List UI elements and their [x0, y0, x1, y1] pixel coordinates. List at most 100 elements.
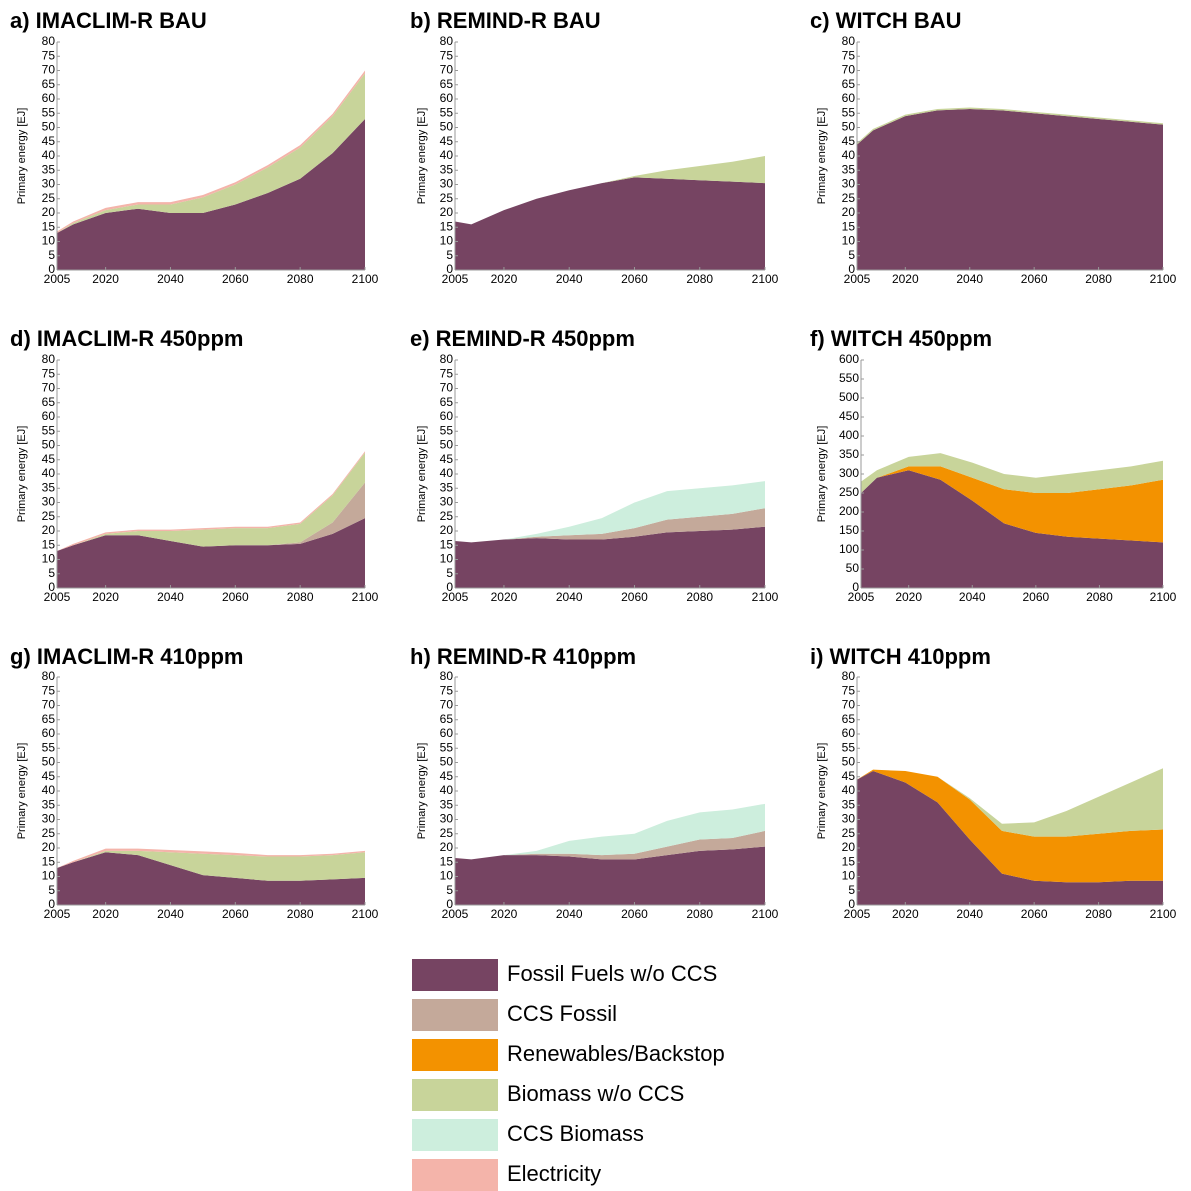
- y-tick-label: 40: [42, 783, 56, 797]
- x-tick-label: 2005: [442, 590, 469, 604]
- y-tick-label: 30: [440, 177, 454, 191]
- y-tick-label: 50: [846, 561, 860, 575]
- x-tick-label: 2020: [92, 590, 119, 604]
- y-tick-label: 35: [440, 162, 454, 176]
- y-tick-label: 45: [42, 134, 56, 148]
- area: [455, 846, 765, 905]
- area: [57, 852, 365, 905]
- panel-title: f) WITCH 450ppm: [810, 326, 992, 351]
- y-tick-label: 80: [842, 34, 856, 48]
- y-tick-label: 25: [842, 191, 856, 205]
- x-tick-label: 2100: [752, 590, 779, 604]
- y-tick-label: 600: [839, 352, 859, 366]
- x-tick-label: 2080: [287, 590, 314, 604]
- area: [861, 453, 1163, 493]
- y-axis-label: Primary energy [EJ]: [416, 426, 428, 523]
- area: [857, 108, 1163, 270]
- y-tick-label: 5: [48, 883, 55, 897]
- y-tick-label: 35: [842, 162, 856, 176]
- x-tick-label: 2100: [752, 272, 779, 286]
- y-tick-label: 80: [42, 669, 56, 683]
- y-tick-label: 70: [42, 63, 56, 77]
- y-tick-label: 350: [839, 447, 859, 461]
- y-tick-label: 20: [42, 523, 56, 537]
- y-axis-label: Primary energy [EJ]: [16, 426, 28, 523]
- area: [57, 452, 365, 551]
- y-tick-label: 35: [42, 797, 56, 811]
- y-tick-label: 70: [440, 63, 454, 77]
- x-tick-label: 2080: [686, 272, 713, 286]
- y-tick-label: 25: [42, 826, 56, 840]
- y-tick-label: 75: [42, 366, 56, 380]
- y-tick-label: 400: [839, 428, 859, 442]
- panel-title: d) IMACLIM-R 450ppm: [10, 326, 243, 351]
- x-tick-label: 2060: [621, 907, 648, 921]
- legend-label: CCS Fossil: [507, 1001, 617, 1026]
- panel-title: c) WITCH BAU: [810, 8, 962, 33]
- y-tick-label: 65: [842, 712, 856, 726]
- y-tick-label: 550: [839, 371, 859, 385]
- y-tick-label: 45: [42, 452, 56, 466]
- x-tick-label: 2100: [1150, 907, 1177, 921]
- x-tick-label: 2040: [556, 590, 583, 604]
- y-tick-label: 75: [842, 683, 856, 697]
- y-tick-label: 50: [42, 438, 56, 452]
- area: [455, 156, 765, 225]
- y-tick-label: 60: [42, 91, 56, 105]
- y-tick-label: 45: [440, 452, 454, 466]
- y-axis-label: Primary energy [EJ]: [816, 108, 828, 205]
- x-tick-label: 2100: [1150, 272, 1177, 286]
- y-tick-label: 65: [440, 77, 454, 91]
- x-tick-label: 2080: [1085, 907, 1112, 921]
- area: [455, 177, 765, 270]
- legend-label: Fossil Fuels w/o CCS: [507, 961, 717, 986]
- y-tick-label: 55: [42, 105, 56, 119]
- y-tick-label: 0: [848, 262, 855, 276]
- y-tick-label: 30: [42, 812, 56, 826]
- panel-title: h) REMIND-R 410ppm: [410, 644, 636, 669]
- y-tick-label: 80: [42, 34, 56, 48]
- y-tick-label: 0: [48, 262, 55, 276]
- y-tick-label: 25: [42, 509, 56, 523]
- y-axis-label: Primary energy [EJ]: [416, 743, 428, 840]
- y-tick-label: 20: [842, 840, 856, 854]
- y-tick-label: 5: [446, 566, 453, 580]
- y-tick-label: 80: [440, 352, 454, 366]
- y-tick-label: 60: [440, 91, 454, 105]
- y-tick-label: 75: [440, 48, 454, 62]
- x-tick-label: 2100: [352, 907, 379, 921]
- x-tick-label: 2100: [752, 907, 779, 921]
- y-tick-label: 70: [842, 698, 856, 712]
- y-tick-label: 80: [42, 352, 56, 366]
- y-tick-label: 15: [440, 854, 454, 868]
- x-tick-label: 2020: [491, 590, 518, 604]
- y-tick-label: 450: [839, 409, 859, 423]
- y-tick-label: 25: [440, 826, 454, 840]
- area: [57, 518, 365, 588]
- y-tick-label: 15: [842, 219, 856, 233]
- y-tick-label: 30: [440, 495, 454, 509]
- x-tick-label: 2020: [92, 272, 119, 286]
- y-tick-label: 150: [839, 523, 859, 537]
- x-tick-label: 2080: [686, 590, 713, 604]
- x-tick-label: 2005: [844, 907, 871, 921]
- x-tick-label: 2080: [1085, 272, 1112, 286]
- y-tick-label: 60: [842, 726, 856, 740]
- x-tick-label: 2020: [892, 272, 919, 286]
- legend-swatch: [412, 1159, 498, 1191]
- x-tick-label: 2060: [1021, 272, 1048, 286]
- y-tick-label: 65: [842, 77, 856, 91]
- x-tick-label: 2005: [44, 590, 71, 604]
- y-tick-label: 70: [842, 63, 856, 77]
- y-tick-label: 250: [839, 485, 859, 499]
- y-tick-label: 10: [440, 234, 454, 248]
- y-tick-label: 80: [440, 669, 454, 683]
- y-tick-label: 80: [440, 34, 454, 48]
- y-tick-label: 5: [848, 883, 855, 897]
- legend-label: Electricity: [507, 1161, 601, 1186]
- x-tick-label: 2060: [1022, 590, 1049, 604]
- y-tick-label: 5: [48, 566, 55, 580]
- area: [857, 771, 1163, 905]
- y-tick-label: 30: [440, 812, 454, 826]
- y-tick-label: 75: [42, 683, 56, 697]
